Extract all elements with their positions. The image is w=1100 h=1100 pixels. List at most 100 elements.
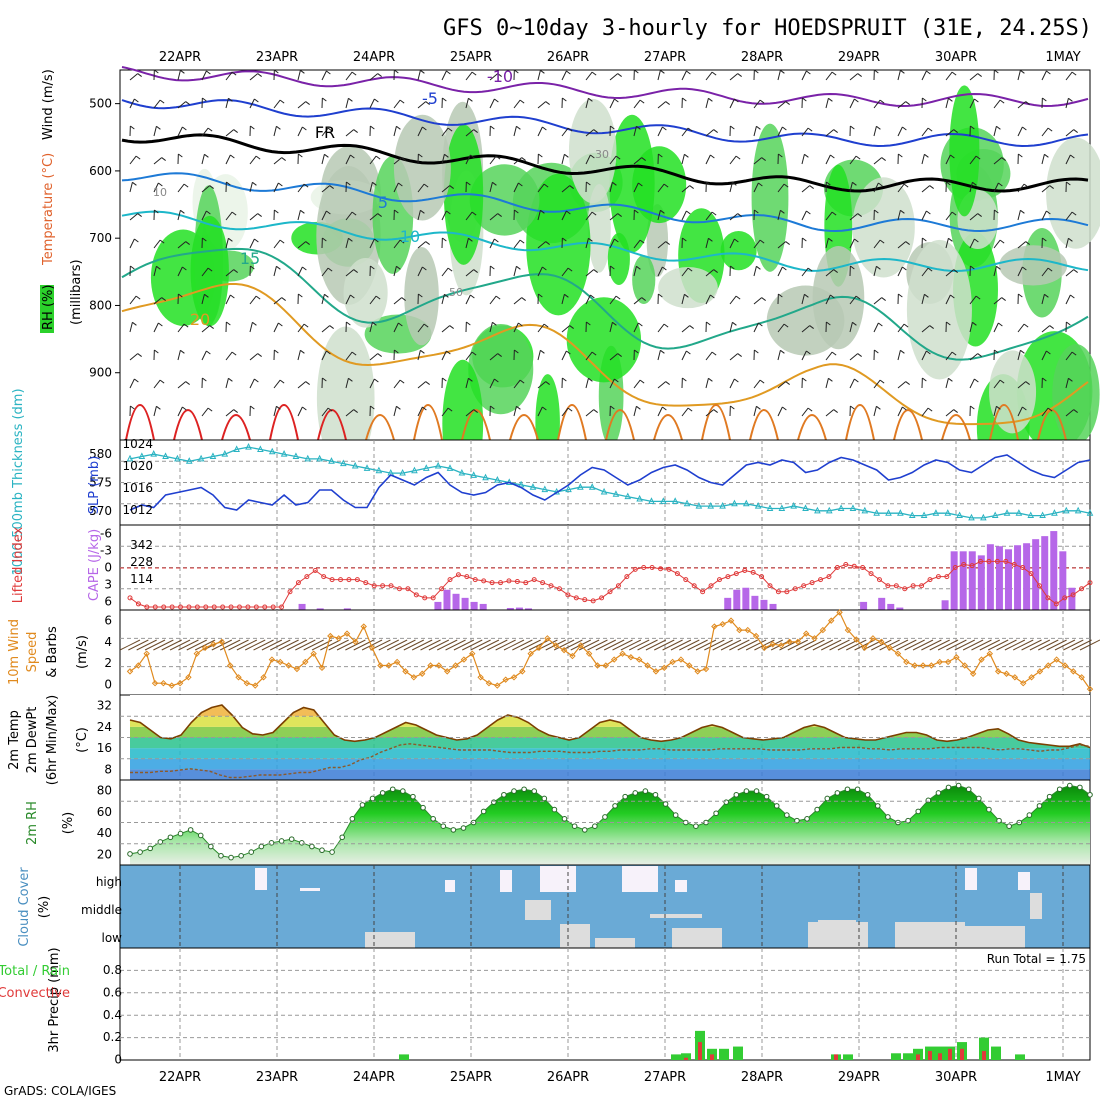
wind-barb [273,182,279,193]
wind-barb-10m [971,639,992,651]
wind-barb-flag [228,377,233,382]
warm-isotherm [797,414,827,441]
wind-barb [825,71,833,81]
wind-barb [705,378,709,389]
wind-barb [585,351,593,361]
wind-barb [585,154,591,165]
wind-barb [441,325,450,333]
rh-point [501,791,507,798]
cape-bar [443,589,451,610]
wind-barb [225,351,233,361]
warm-isotherm [605,409,635,441]
wind-barb-flag [394,69,399,74]
wind-barb [921,294,925,305]
cape-bar [316,608,324,610]
temp-band [130,716,1090,727]
rh-point [1046,793,1053,800]
wind-barb-flag [564,293,569,298]
rh-point [420,804,426,811]
wind-barb [801,294,805,305]
rh-shade-blob [468,323,534,415]
wind-barb-flag [879,239,885,244]
rh-point [986,806,992,813]
wind-barb-flag [180,349,185,354]
wind-barb-flag [326,210,331,215]
rh-point [1006,823,1012,829]
isotherm-line [121,247,1089,361]
wind-speed-point [535,644,543,651]
wind-barb-flag [562,377,567,382]
wind-speed-point [327,632,334,640]
wind-barb-10m [704,639,725,651]
wind-barb [849,213,858,221]
wind-barb [225,154,231,165]
isotherm-line [121,133,1089,193]
cloud-block [650,914,702,918]
wind-barb-flag [639,239,645,244]
wind-barb-flag [778,153,783,158]
lifted-index-point [321,574,327,580]
wind-barb-flag [154,69,159,74]
wind-speed-point [594,662,601,669]
lifted-index-point [927,577,933,583]
wind-speed-point [569,652,576,660]
thickness-point [754,501,762,509]
wind-barb-flag [857,213,862,217]
top-date-label: 29APR [838,50,880,65]
wind-barb-flag [327,127,333,132]
wind-barb-flag [687,127,693,132]
wind-speed-point [769,641,776,648]
wind-barb-flag [206,350,211,355]
wind-barb-10m [420,639,441,651]
wind-barb [921,185,930,193]
rh-point [763,793,770,800]
lifted-index-point [792,586,798,592]
wind-barb-flag [591,351,597,356]
cape-bar [1014,545,1022,610]
wind-barb-flag [998,182,1003,187]
wind-barb-flag [542,266,547,271]
bottom-date-label: 27APR [644,1070,686,1085]
wind-barb [369,322,373,333]
wind-barb [513,126,517,137]
top-date-label: 30APR [935,50,977,65]
wind-barb-10m [628,639,650,651]
wind-barb-flag [495,295,501,300]
thickness-point [660,497,667,504]
wind-barb [537,406,543,417]
wind-barb-flag [228,97,233,102]
rh-point [460,825,467,831]
temp-band [130,748,1090,759]
wind-barb [153,297,162,305]
cape-bar [1050,531,1058,610]
thickness-point [197,454,205,462]
wind-barb-flag [785,381,790,385]
wind-barb-flag [929,325,934,329]
wind-barb-flag [305,381,310,385]
rh-shade-blob [632,255,656,304]
warm-isotherm [173,409,203,441]
wind-barb-flag [274,209,279,214]
wind-barb-flag [231,211,237,216]
thickness-point [920,511,928,519]
rh-point [773,803,780,809]
thickness-point [494,476,501,483]
wind-barb [993,157,1002,165]
wind-barb-10m [962,639,984,651]
wind-barb [537,70,541,81]
wind-barb [393,182,399,193]
rh-point [521,786,527,793]
wind-barb [657,406,663,417]
slp-tick: 1020 [122,459,153,473]
wind-barb-flag [807,267,813,272]
rh-point [945,784,952,791]
isotherm-line [121,210,1089,273]
lifted-index-point [245,604,251,610]
warm-isotherm [701,404,731,441]
wind-speed-point [694,668,701,675]
wind-barb [609,378,615,389]
wind-barb [297,381,306,389]
thickness-point [802,504,809,511]
wind-barb [177,323,185,333]
